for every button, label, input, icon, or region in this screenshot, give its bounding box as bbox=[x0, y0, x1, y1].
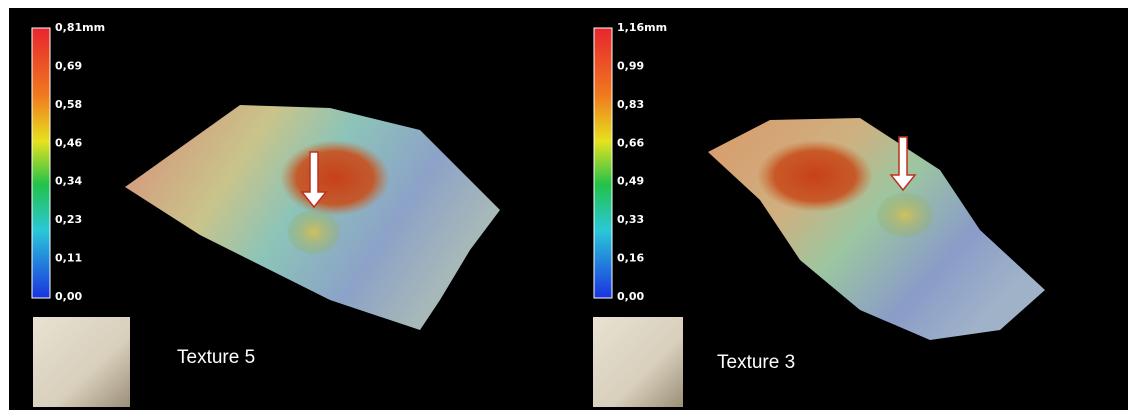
arrow bbox=[300, 151, 328, 209]
sample-photo bbox=[33, 317, 130, 407]
surface-peak bbox=[757, 140, 873, 212]
scale-label: 0,00 bbox=[55, 290, 82, 303]
scale-label: 0,23 bbox=[55, 213, 82, 226]
color-bar bbox=[593, 27, 613, 299]
surface-bump bbox=[877, 193, 933, 237]
scale-label: 0,66 bbox=[617, 136, 644, 149]
sample-photo bbox=[593, 317, 683, 407]
scale-label: 1,16mm bbox=[617, 21, 667, 34]
scale-label: 0,49 bbox=[617, 175, 644, 188]
scale-label: 0,34 bbox=[55, 175, 82, 188]
color-bar bbox=[31, 27, 51, 299]
arrow bbox=[889, 136, 917, 192]
scale-label: 0,69 bbox=[55, 59, 82, 72]
scale-label: 0,81mm bbox=[55, 21, 105, 34]
scale-label: 0,46 bbox=[55, 136, 82, 149]
scale-label: 0,99 bbox=[617, 59, 644, 72]
scale-label: 0,58 bbox=[55, 98, 82, 111]
scale-label: 0,00 bbox=[617, 290, 644, 303]
panel-label: Texture 3 bbox=[717, 352, 795, 373]
scale-label: 0,11 bbox=[55, 252, 82, 265]
scale-label: 0,16 bbox=[617, 252, 644, 265]
scale-label: 0,83 bbox=[617, 98, 644, 111]
surface-peak bbox=[280, 140, 390, 216]
scale-label: 0,33 bbox=[617, 213, 644, 226]
panel-label: Texture 5 bbox=[177, 347, 255, 368]
surface-bump bbox=[288, 210, 340, 254]
